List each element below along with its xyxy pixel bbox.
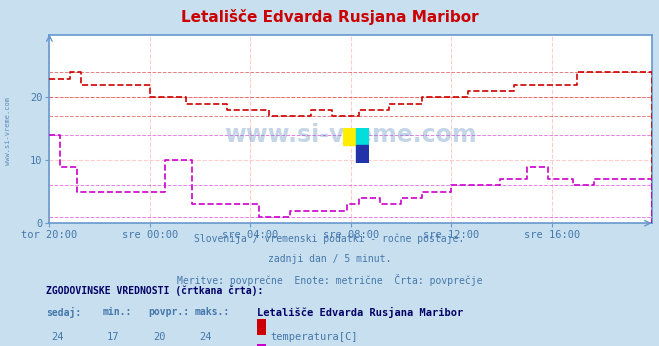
Text: Meritve: povprečne  Enote: metrične  Črta: povprečje: Meritve: povprečne Enote: metrične Črta:… xyxy=(177,274,482,286)
Text: povpr.:: povpr.: xyxy=(148,307,189,317)
Text: www.si-vreme.com: www.si-vreme.com xyxy=(225,122,477,147)
Text: Letališče Edvarda Rusjana Maribor: Letališče Edvarda Rusjana Maribor xyxy=(181,9,478,25)
Text: Slovenija / vremenski podatki - ročne postaje.: Slovenija / vremenski podatki - ročne po… xyxy=(194,234,465,244)
Text: maks.:: maks.: xyxy=(194,307,229,317)
Text: zadnji dan / 5 minut.: zadnji dan / 5 minut. xyxy=(268,254,391,264)
Text: 20: 20 xyxy=(154,332,165,342)
Text: min.:: min.: xyxy=(102,307,132,317)
Bar xyxy=(356,145,369,163)
Bar xyxy=(356,128,369,145)
Text: sedaj:: sedaj: xyxy=(46,307,81,318)
Text: ZGODOVINSKE VREDNOSTI (črtkana črta):: ZGODOVINSKE VREDNOSTI (črtkana črta): xyxy=(46,285,264,296)
Text: 17: 17 xyxy=(107,332,119,342)
Text: 24: 24 xyxy=(51,332,63,342)
Bar xyxy=(343,128,356,145)
Text: www.si-vreme.com: www.si-vreme.com xyxy=(5,98,11,165)
Text: 24: 24 xyxy=(200,332,212,342)
Text: Letališče Edvarda Rusjana Maribor: Letališče Edvarda Rusjana Maribor xyxy=(257,307,463,318)
Text: temperatura[C]: temperatura[C] xyxy=(271,332,358,342)
